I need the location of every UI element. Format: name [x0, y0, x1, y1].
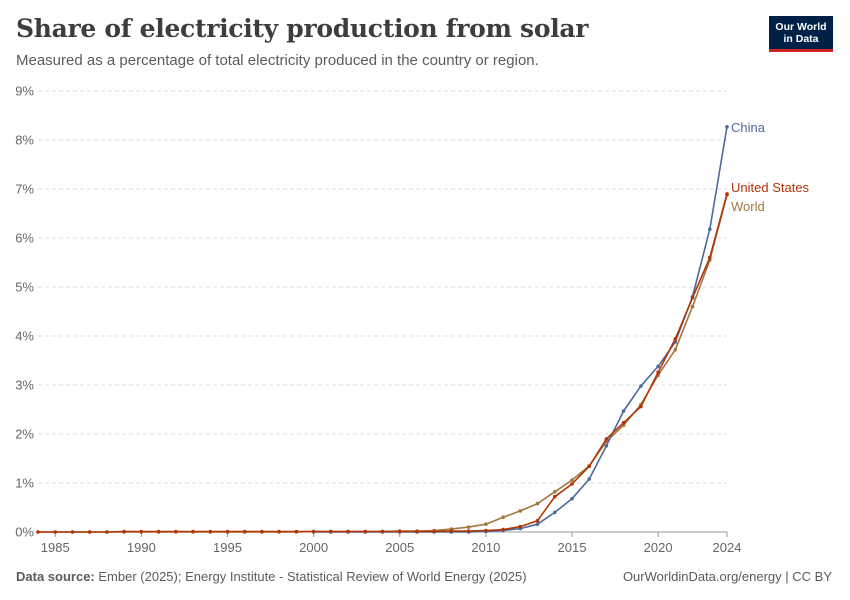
- data-point: [535, 522, 540, 526]
- data-point: [242, 529, 247, 534]
- chart-subtitle: Measured as a percentage of total electr…: [16, 52, 539, 69]
- data-point: [570, 482, 574, 486]
- logo-line-1: Our World: [775, 21, 827, 33]
- footer-link[interactable]: OurWorldinData.org/energy | CC BY: [622, 569, 832, 584]
- logo-line-2: in Data: [783, 33, 819, 45]
- data-point: [553, 490, 557, 494]
- chart-title: Share of electricity production from sol…: [16, 14, 589, 43]
- series-line: [38, 193, 728, 533]
- data-point: [449, 529, 454, 533]
- source-text: Ember (2025); Energy Institute - Statist…: [98, 569, 527, 584]
- data-point: [535, 501, 540, 506]
- data-point: [415, 529, 419, 534]
- y-tick-label: 1%: [15, 476, 34, 491]
- series-label: United States: [731, 180, 810, 195]
- data-point: [587, 477, 591, 481]
- footer-source: Data source: Ember (2025); Energy Instit…: [16, 569, 527, 584]
- data-point: [570, 478, 574, 482]
- data-point: [363, 529, 368, 534]
- x-tick-label: 2015: [558, 540, 587, 555]
- data-point: [484, 528, 488, 533]
- data-point: [225, 529, 230, 534]
- data-point: [156, 529, 161, 534]
- data-point: [53, 530, 57, 534]
- line-chart: 0% 1% 2% 3% 4% 5% 6% 7% 8% 9% 1985 1990 1995 2000 200…: [15, 84, 810, 556]
- data-point: [518, 509, 523, 513]
- data-point: [604, 437, 609, 441]
- data-point: [708, 227, 712, 231]
- y-tick-label: 2%: [15, 427, 34, 442]
- data-point: [277, 529, 281, 534]
- data-point: [604, 444, 609, 448]
- data-point: [380, 529, 385, 534]
- y-tick-label: 9%: [15, 84, 34, 99]
- data-point: [122, 529, 126, 534]
- series-label: World: [731, 199, 765, 214]
- y-tick-label: 0%: [15, 525, 34, 540]
- y-tick-label: 6%: [15, 231, 34, 246]
- data-point: [690, 296, 695, 300]
- data-point: [535, 518, 540, 523]
- data-point: [656, 370, 660, 375]
- data-point: [466, 525, 471, 529]
- y-tick-label: 8%: [15, 133, 34, 148]
- data-point: [570, 496, 574, 501]
- data-point: [708, 255, 712, 260]
- data-point: [294, 529, 299, 534]
- y-tick-label: 5%: [15, 280, 34, 295]
- data-point: [432, 529, 437, 534]
- data-point: [311, 529, 316, 534]
- data-point: [587, 464, 591, 469]
- y-tick-label: 7%: [15, 182, 34, 197]
- data-point: [329, 529, 333, 534]
- owid-logo[interactable]: Our World in Data: [769, 16, 833, 52]
- data-point: [484, 522, 488, 526]
- x-tick-label: 2010: [471, 540, 500, 555]
- data-point: [553, 494, 557, 499]
- source-label: Data source:: [16, 569, 95, 584]
- data-point: [673, 347, 678, 352]
- data-point: [621, 409, 626, 413]
- x-tick-label: 1995: [213, 540, 242, 555]
- data-point: [639, 404, 643, 409]
- data-point: [174, 529, 178, 534]
- y-tick-label: 3%: [15, 378, 34, 393]
- data-point: [191, 529, 195, 534]
- series-lines: [36, 125, 729, 534]
- x-tick-label: 2005: [385, 540, 414, 555]
- data-point: [639, 384, 643, 388]
- data-point: [105, 530, 109, 534]
- data-point: [139, 529, 144, 534]
- data-point: [397, 529, 402, 534]
- data-point: [518, 524, 523, 529]
- data-point: [673, 337, 678, 341]
- y-tick-label: 4%: [15, 329, 34, 344]
- x-axis: 1985 1990 1995 2000 2005 2010 2015 2020 2024: [38, 531, 742, 555]
- data-point: [208, 529, 213, 534]
- x-tick-label: 2020: [644, 540, 673, 555]
- data-point: [725, 125, 729, 129]
- data-point: [87, 530, 92, 534]
- data-point: [501, 527, 505, 532]
- x-tick-label: 2024: [713, 540, 742, 555]
- data-point: [690, 304, 695, 309]
- data-point: [260, 529, 264, 534]
- y-axis-tick-labels: 0% 1% 2% 3% 4% 5% 6% 7% 8% 9%: [15, 84, 34, 540]
- data-point: [725, 192, 729, 196]
- data-point: [346, 529, 350, 534]
- series-labels: World China United States: [731, 120, 810, 214]
- x-tick-label: 2000: [299, 540, 328, 555]
- x-tick-label: 1985: [41, 540, 70, 555]
- data-point: [621, 420, 626, 425]
- series-label: China: [731, 120, 766, 135]
- data-point: [553, 510, 557, 515]
- series-line: [38, 194, 728, 533]
- series-line: [313, 126, 728, 533]
- x-tick-label: 1990: [127, 540, 156, 555]
- data-point: [36, 530, 40, 534]
- data-point: [501, 515, 505, 520]
- data-point: [466, 529, 471, 533]
- data-point: [656, 364, 660, 369]
- data-point: [70, 530, 75, 534]
